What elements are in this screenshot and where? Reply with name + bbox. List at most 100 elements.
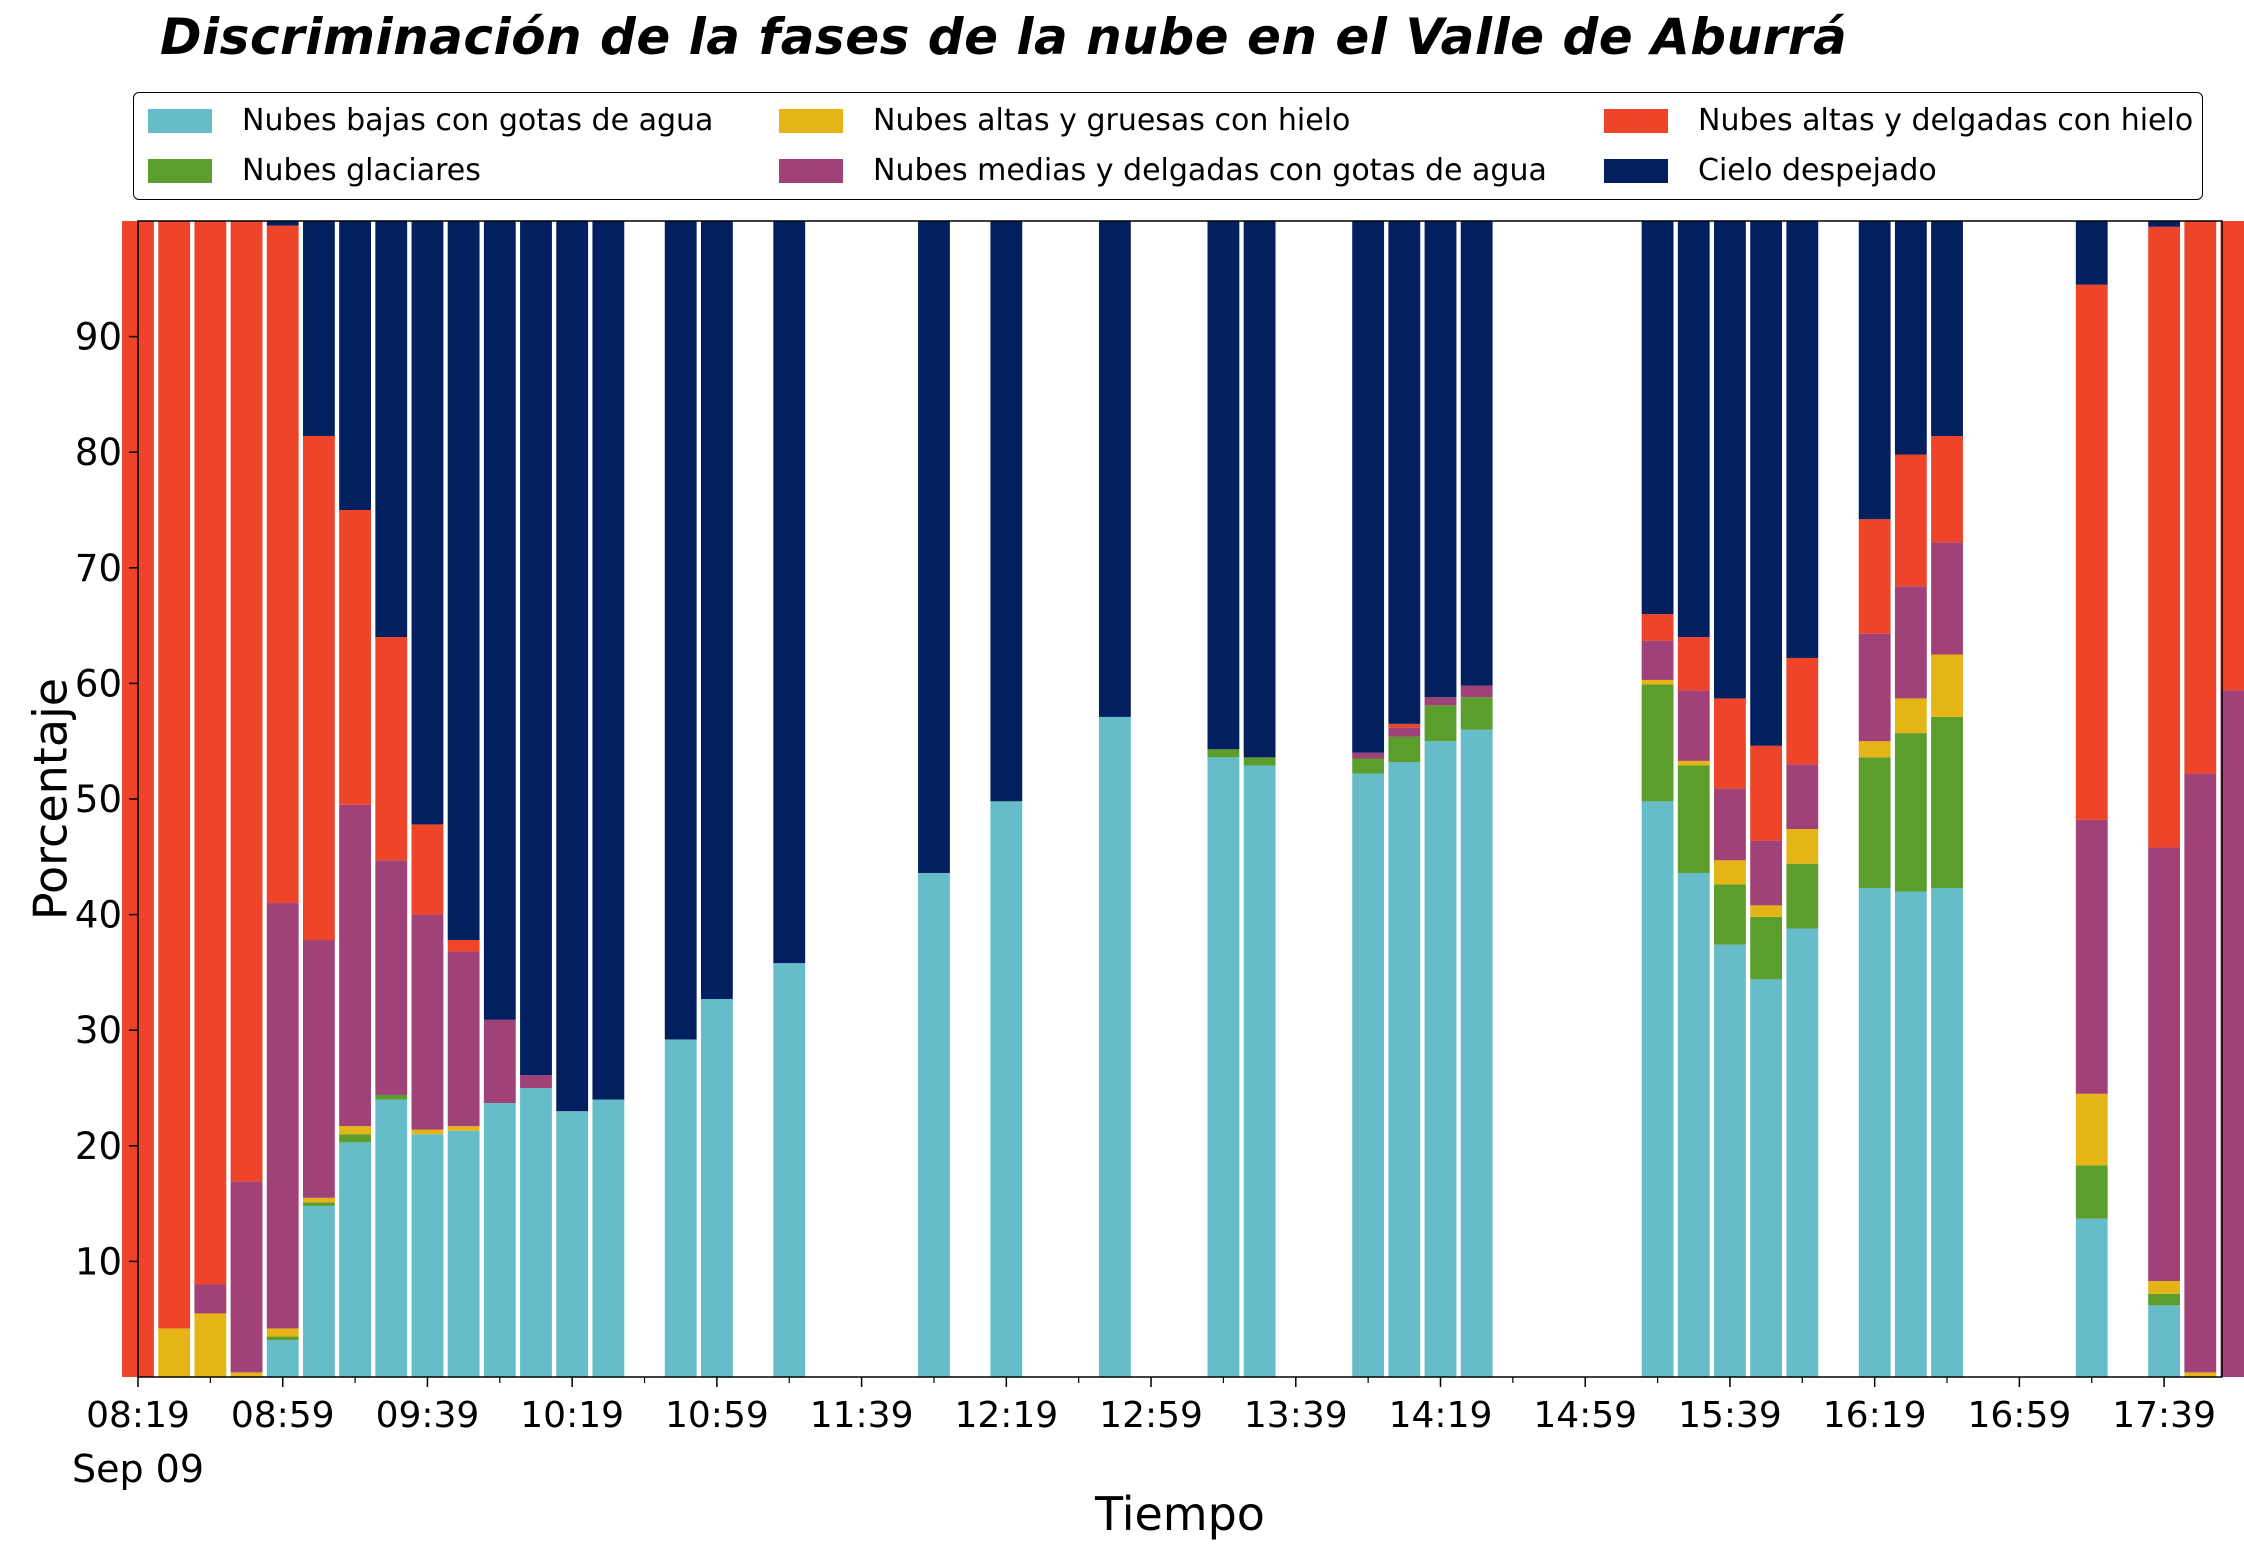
bar-segment-delgadas-28 [1714,698,1746,789]
bar-segment-despejado-28 [1714,221,1746,699]
bar-segment-gruesas-2 [194,1313,227,1377]
bar-segment-glaciares-21 [1243,757,1276,766]
bar-segment-bajas-13 [592,1099,625,1377]
x-axis: 08:19 08:59 09:39 10:19 10:59 11:39 12:19 12:59… [86,1377,2216,1436]
bar-segment-glaciares-6 [339,1134,371,1143]
bar-segment-gruesas-32 [1894,698,1927,734]
x-tick-label-7: 12:59 [1099,1395,1203,1436]
legend-swatch-glaciares [148,158,212,183]
bar-segment-glaciares-25 [1460,697,1493,730]
bar-segment-medias-27 [1677,690,1710,761]
bar-segment-delgadas-34 [2075,284,2108,820]
bar-segment-medias-25 [1460,685,1493,698]
bar-segment-bajas-14 [664,1039,697,1377]
bar-segment-glaciares-35 [2148,1293,2181,1306]
bar-segment-delgadas-8 [411,824,444,915]
bar-segment-despejado-8 [411,221,444,825]
bar-segment-glaciares-27 [1677,765,1710,873]
legend-item-bajas: Nubes bajas con gotas de agua [148,103,713,138]
bar-segment-bajas-8 [411,1134,444,1377]
bar-segment-despejado-22 [1352,221,1385,753]
bar-segment-bajas-12 [556,1111,589,1377]
legend-item-glaciares: Nubes glaciares [148,153,481,188]
bar-segment-delgadas-33 [1931,436,1963,543]
bar-segment-glaciares-31 [1858,757,1891,889]
bar-segment-delgadas-35 [2148,226,2181,848]
bar-segment-despejado-35 [2148,221,2181,227]
bar-segment-despejado-17 [918,221,950,873]
bar-segment-despejado-11 [520,221,552,1076]
bar-segment-bajas-30 [1786,928,1819,1377]
bars-layer [122,221,2244,1377]
legend-item-delgadas: Nubes altas y delgadas con hielo [1604,103,2193,138]
bar-segment-delgadas-2 [194,221,227,1285]
y-tick-label-30: 30 [75,1009,122,1052]
y-tick-label-50: 50 [75,778,122,821]
bar-segment-glaciares-26 [1641,684,1674,802]
bar-segment-gruesas-27 [1677,760,1710,766]
x-tick-label-13: 16:59 [1968,1395,2072,1436]
bar-segment-bajas-24 [1424,741,1457,1377]
legend-swatch-medias [779,158,843,183]
bar-segment-bajas-35 [2148,1305,2181,1377]
bar-segment-bajas-26 [1641,801,1674,1377]
bar-segment-bajas-21 [1243,765,1276,1377]
bar-segment-medias-24 [1424,697,1457,706]
bar-segment-medias-34 [2075,819,2108,1094]
bar-segment-bajas-25 [1460,729,1493,1377]
legend-swatch-despejado [1604,158,1668,183]
bar-segment-glaciares-30 [1786,863,1819,929]
x-tick-label-10: 14:59 [1533,1395,1637,1436]
bar-segment-glaciares-24 [1424,705,1457,742]
bar-segment-medias-6 [339,804,371,1127]
x-tick-label-11: 15:39 [1678,1395,1782,1436]
bar-segment-despejado-13 [592,221,625,1100]
bar-segment-bajas-17 [918,872,950,1377]
y-tick-label-70: 70 [75,547,122,590]
bar-segment-bajas-10 [483,1103,516,1377]
bar-segment-bajas-11 [520,1088,552,1377]
bar-segment-despejado-5 [302,221,335,437]
bar-segment-medias-3 [230,1181,263,1373]
bar-segment-despejado-7 [375,221,408,638]
bar-segment-gruesas-5 [302,1197,335,1203]
x-tick-label-6: 12:19 [954,1395,1058,1436]
y-tick-label-10: 10 [75,1240,122,1283]
bar-segment-delgadas-30 [1786,657,1819,765]
bar-segment-glaciares-4 [266,1336,299,1341]
bar-segment-bajas-34 [2075,1218,2108,1377]
bar-segment-medias-23 [1388,727,1421,737]
bar-segment-delgadas-37 [2220,221,2244,691]
x-tick-label-3: 10:19 [520,1395,624,1436]
x-tick-label-12: 16:19 [1823,1395,1927,1436]
bar-segment-medias-28 [1714,788,1746,861]
bar-segment-bajas-22 [1352,773,1385,1377]
y-axis: 10 20 30 40 50 60 70 80 90 [75,316,138,1283]
bar-segment-delgadas-5 [302,436,335,941]
bar-segment-gruesas-30 [1786,829,1819,864]
bar-segment-delgadas-23 [1388,723,1421,728]
bar-segment-medias-29 [1750,840,1783,906]
bar-segment-delgadas-36 [2184,221,2217,774]
bar-segment-delgadas-31 [1858,519,1891,634]
bar-segment-medias-33 [1931,542,1963,655]
x-tick-label-2: 09:39 [376,1395,480,1436]
bar-segment-despejado-33 [1931,221,1963,437]
bar-segment-despejado-12 [556,221,589,1112]
bar-segment-medias-32 [1894,586,1927,699]
bar-segment-despejado-4 [266,221,299,226]
y-tick-label-40: 40 [75,894,122,937]
bar-segment-despejado-19 [1098,221,1131,717]
bar-segment-gruesas-6 [339,1126,371,1135]
bar-segment-despejado-32 [1894,221,1927,455]
bar-segment-medias-22 [1352,752,1385,759]
bar-segment-bajas-15 [700,998,733,1377]
bar-segment-medias-10 [483,1019,516,1104]
bar-segment-bajas-18 [990,801,1023,1377]
chart-legend: Nubes bajas con gotas de agua Nubes glac… [133,92,2203,200]
legend-item-medias: Nubes medias y delgadas con gotas de agu… [779,153,1547,188]
bar-segment-gruesas-4 [266,1328,299,1337]
y-axis-title: Porcentaje [24,678,78,920]
bar-segment-despejado-23 [1388,221,1421,724]
